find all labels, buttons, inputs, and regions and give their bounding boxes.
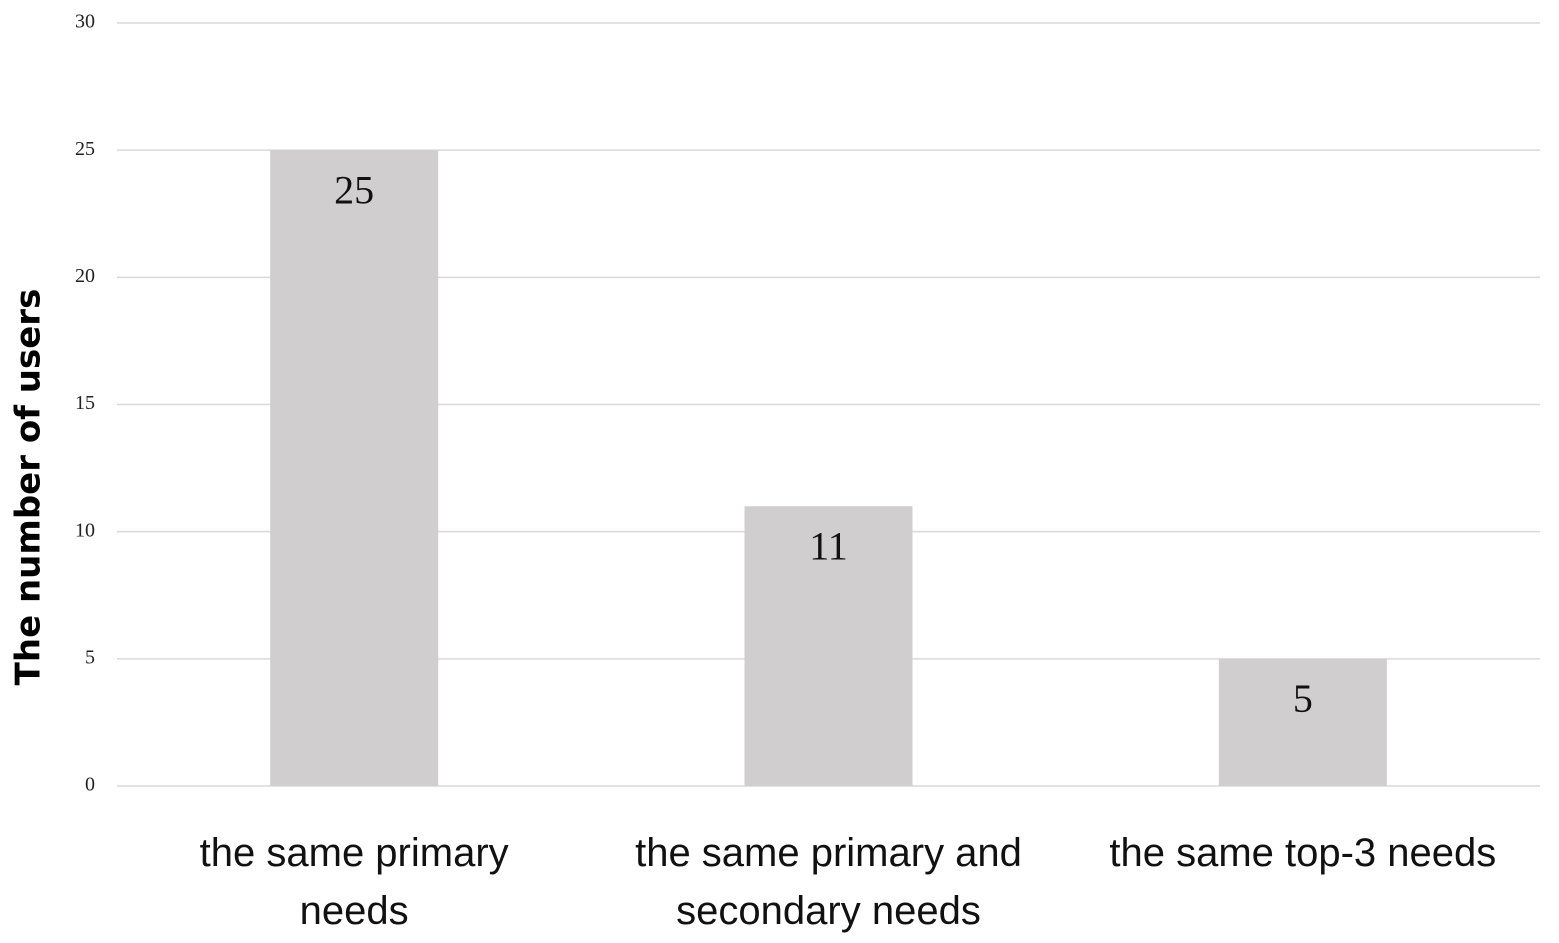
- x-tick-label: the same top-3 needs: [1109, 831, 1497, 875]
- y-tick-label: 10: [75, 519, 95, 541]
- data-label: 5: [1293, 676, 1313, 721]
- y-tick-label: 30: [75, 11, 95, 33]
- bar: [744, 506, 913, 786]
- y-tick-label: 5: [85, 646, 95, 668]
- bar: [1218, 658, 1387, 786]
- y-tick-label: 25: [75, 138, 95, 160]
- y-tick-label: 15: [75, 392, 95, 414]
- data-label: 25: [334, 167, 374, 212]
- y-tick-label: 0: [85, 774, 95, 796]
- y-axis-title: The number of users: [9, 289, 49, 686]
- y-tick-label: 20: [75, 265, 95, 287]
- bar: [270, 150, 439, 786]
- x-tick-label: the same primary needs: [199, 831, 509, 933]
- x-tick-label: the same primary and secondary needs: [635, 831, 1022, 933]
- data-label: 11: [809, 523, 848, 568]
